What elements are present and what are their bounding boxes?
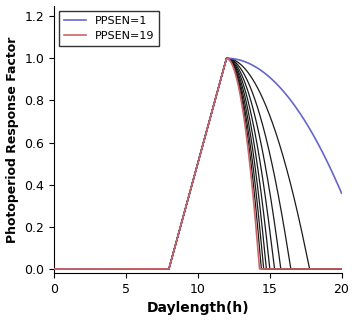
Legend: PPSEN=1, PPSEN=19: PPSEN=1, PPSEN=19 bbox=[59, 11, 159, 46]
Y-axis label: Photoperiod Response Factor: Photoperiod Response Factor bbox=[6, 36, 18, 243]
X-axis label: Daylength(h): Daylength(h) bbox=[146, 301, 249, 316]
